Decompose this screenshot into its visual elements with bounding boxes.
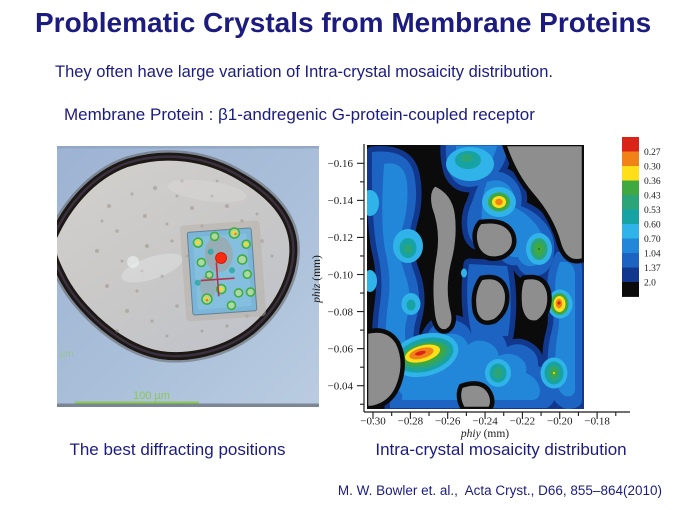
crystal-heatmap-overlay [180, 220, 266, 322]
y-tick-label: −0.06 [328, 343, 354, 355]
y-axis-title: phiz (mm) [311, 255, 323, 304]
beam-position-marker [215, 252, 227, 264]
contour-hotspots [367, 147, 573, 389]
y-axis-tick-labels: −0.16 −0.14 −0.12 −0.10 −0.08 −0.06 −0.04 [328, 158, 354, 392]
legend-swatch [622, 253, 639, 268]
legend-level-label: 1.04 [644, 250, 661, 260]
caption-left: The best diffracting positions [69, 440, 286, 459]
slide-subtitle: They often have large variation of Intra… [55, 63, 553, 81]
x-tick-label: −0.20 [547, 416, 573, 428]
mosaicity-contour-figure: −0.16 −0.14 −0.12 −0.10 −0.08 −0.06 −0.04 −0.3… [311, 137, 661, 440]
legend-level-label: 0.43 [644, 192, 661, 202]
protein-description: Membrane Protein : β1-andregenic G-prote… [64, 105, 535, 124]
legend-level-label: 0.53 [644, 206, 661, 216]
x-axis-tick-labels: −0.30 −0.28 −0.26 −0.24 −0.22 −0.20 −0.18 [360, 416, 610, 428]
y-tick-label: −0.10 [328, 269, 354, 281]
legend-swatch [622, 195, 639, 210]
legend-level-label: 0.36 [644, 177, 661, 187]
x-tick-label: −0.28 [398, 416, 424, 428]
citation: M. W. Bowler et. al., Acta Cryst., D66, … [337, 483, 662, 498]
x-tick-label: −0.18 [584, 416, 610, 428]
crystal-micrograph: 100 µm 100 µm [57, 146, 319, 407]
legend-level-label: 0.70 [644, 235, 661, 245]
legend-swatch [622, 209, 639, 225]
legend-level-label: 0.30 [644, 163, 661, 173]
y-tick-label: −0.04 [328, 381, 354, 393]
y-tick-label: −0.08 [328, 306, 354, 318]
contour-gray-regions [367, 145, 584, 409]
legend-swatch [622, 151, 639, 167]
y-tick-label: −0.16 [328, 158, 354, 170]
x-tick-label: −0.30 [360, 416, 386, 428]
legend-level-label: 0.27 [644, 148, 661, 158]
legend-swatch [622, 224, 639, 239]
legend-level-label: 0.60 [644, 221, 661, 231]
x-tick-label: −0.22 [510, 416, 535, 428]
contour-plot-area [367, 145, 584, 409]
legend-swatch [622, 267, 639, 283]
legend-swatch [622, 238, 639, 254]
scale-bar-faint-label: 100 µm [57, 349, 74, 360]
legend-swatch [622, 166, 639, 181]
x-tick-label: −0.24 [472, 416, 498, 428]
legend-swatch [622, 282, 639, 297]
scale-bar: 100 µm 100 µm [57, 349, 199, 405]
caption-right: Intra-crystal mosaicity distribution [375, 440, 627, 459]
drop-reflections [121, 179, 247, 283]
tick-marks [357, 162, 617, 419]
color-scale-legend: 0.27 0.30 0.36 0.43 0.53 0.60 0.70 1.04 1.37 2.0 [622, 137, 661, 297]
x-axis-title: phiy (mm) [460, 428, 509, 440]
x-tick-label: −0.26 [435, 416, 461, 428]
legend-level-label: 1.37 [644, 264, 661, 274]
scale-bar-label: 100 µm [133, 390, 170, 402]
legend-swatch [622, 137, 639, 152]
legend-level-label: 2.0 [644, 279, 656, 289]
y-tick-label: −0.14 [328, 195, 354, 207]
slide-title: Problematic Crystals from Membrane Prote… [35, 7, 652, 38]
crosshair-marker [200, 262, 235, 297]
legend-swatch [622, 180, 639, 196]
y-tick-label: −0.12 [328, 232, 353, 244]
